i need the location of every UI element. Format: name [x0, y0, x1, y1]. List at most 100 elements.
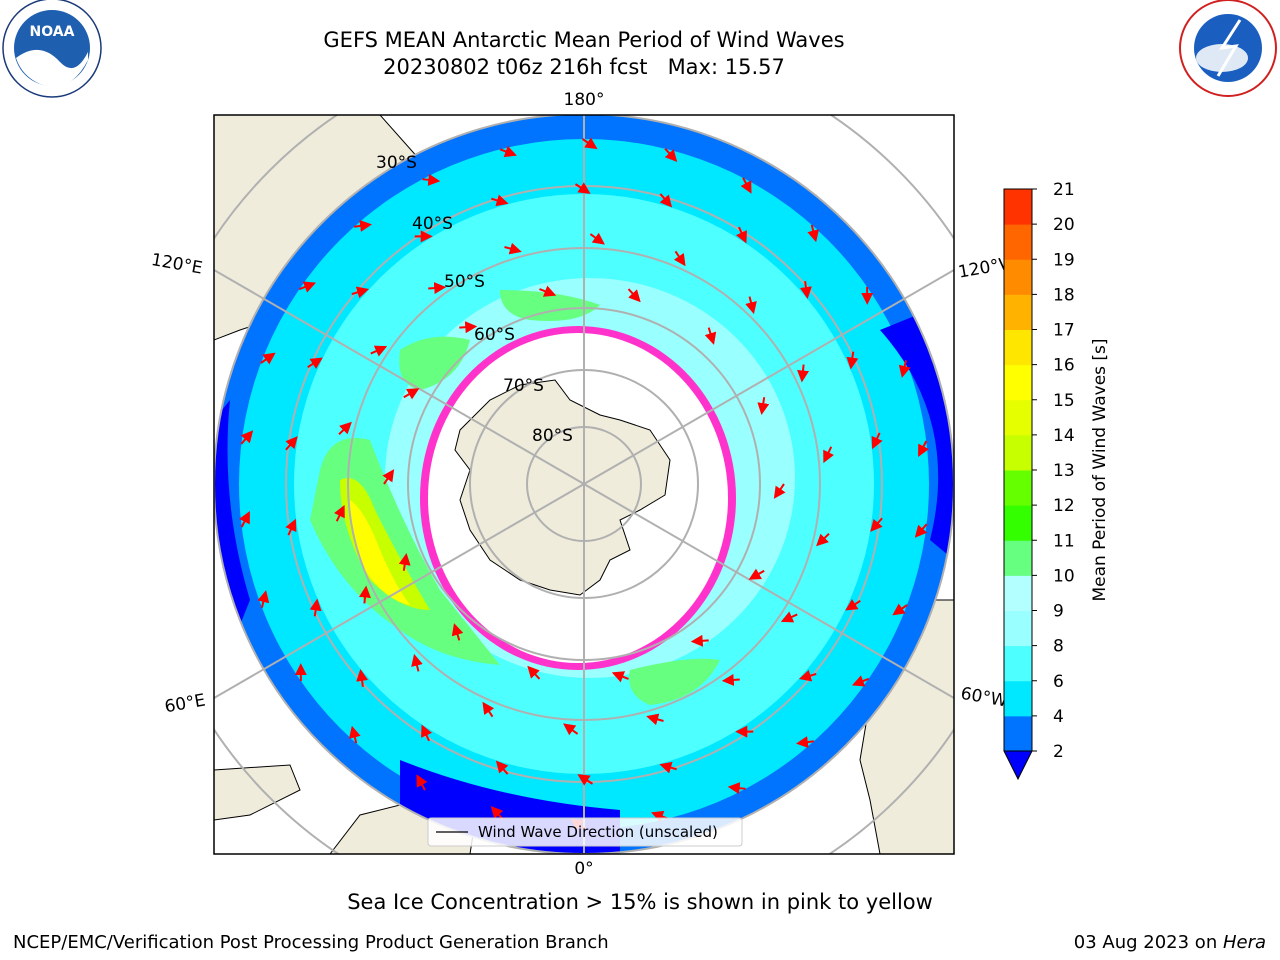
wind-wave-arrow	[795, 736, 814, 749]
wind-wave-arrow	[627, 288, 641, 303]
wind-wave-arrow	[748, 568, 765, 580]
wind-wave-arrow	[459, 321, 478, 334]
wind-wave-arrow	[539, 285, 557, 297]
colorbar-tick-label: 11	[1053, 531, 1075, 551]
wind-wave-arrow	[892, 603, 908, 616]
colorbar-segment	[1004, 399, 1032, 436]
colorbar-segment	[1004, 189, 1032, 225]
wind-wave-arrow	[495, 760, 509, 775]
lat-label-70s: 70°S	[503, 376, 544, 396]
wind-wave-arrow	[845, 599, 861, 611]
wind-wave-arrow	[257, 590, 270, 608]
colorbar-tick-label: 20	[1053, 215, 1075, 235]
wind-wave-arrow	[307, 357, 323, 369]
wind-wave-arrow	[309, 598, 322, 617]
colorbar-segment	[1004, 505, 1032, 541]
wind-wave-arrow	[780, 611, 798, 623]
colorbar-segment	[1004, 715, 1032, 752]
wind-wave-arrow	[382, 469, 395, 485]
wind-wave-arrow	[398, 552, 411, 571]
wind-wave-arrow	[846, 351, 859, 370]
colorbar-segment	[1004, 645, 1032, 682]
wind-wave-arrow	[918, 440, 929, 458]
wind-wave-arrow	[403, 388, 420, 400]
wind-wave-arrow	[740, 177, 752, 194]
wind-wave-arrow	[646, 713, 664, 726]
wind-wave-arrow	[799, 281, 812, 300]
lat-label-40s: 40°S	[412, 214, 453, 234]
wind-wave-arrow	[416, 774, 428, 791]
colorbar-segment	[1004, 610, 1032, 647]
sea-ice-note: Sea Ice Concentration > 15% is shown in …	[347, 890, 933, 914]
wind-wave-arrow	[451, 623, 464, 641]
footer-date: 03 Aug 2023 on	[1073, 932, 1223, 953]
wind-wave-arrow	[659, 761, 677, 774]
wind-wave-arrow	[333, 504, 345, 522]
wind-wave-arrow	[563, 723, 579, 736]
wind-wave-arrow	[727, 782, 746, 795]
wind-wave-arrow	[239, 510, 250, 528]
wind-wave-arrow	[411, 653, 423, 672]
wind-wave-arrow	[898, 360, 911, 378]
map-area: Wind Wave Direction (unscaled)	[214, 115, 954, 854]
lat-label-60s: 60°S	[474, 325, 515, 345]
colorbar-segment	[1004, 364, 1032, 401]
wind-wave-arrow	[659, 193, 673, 208]
lon-label-60w: 60°W	[959, 684, 1009, 712]
wind-wave-arrow	[482, 701, 495, 718]
colorbar-label: Mean Period of Wind Waves [s]	[1090, 338, 1110, 601]
lon-label-0: 0°	[574, 859, 593, 879]
wind-wave-arrow	[428, 282, 447, 295]
colorbar-segment	[1004, 470, 1032, 506]
wind-wave-arrow	[574, 182, 591, 194]
colorbar-tick-label: 6	[1053, 672, 1064, 692]
lat-label-50s: 50°S	[444, 272, 485, 292]
wind-wave-arrow	[370, 345, 388, 357]
wind-wave-arrow	[240, 430, 254, 445]
wind-wave-arrow	[798, 669, 817, 682]
lon-label-180: 180°	[564, 90, 605, 110]
wind-wave-arrow	[351, 286, 370, 299]
footer-right: 03 Aug 2023 on Hera	[1074, 932, 1266, 953]
wind-wave-arrow	[851, 675, 870, 687]
colorbar-tick-label: 2	[1053, 742, 1064, 762]
wind-wave-arrow	[816, 532, 830, 547]
wind-wave-arrow	[421, 724, 433, 742]
title-line-1: GEFS MEAN Antarctic Mean Period of Wind …	[323, 28, 845, 52]
colorbar-tick-label: 13	[1053, 461, 1075, 481]
wind-wave-arrow	[348, 725, 361, 744]
wind-wave-arrow	[356, 668, 369, 687]
colorbar-tick-label: 16	[1053, 356, 1075, 376]
legend-label: Wind Wave Direction (unscaled)	[478, 823, 718, 841]
noaa-logo-text: NOAA	[30, 24, 75, 40]
wind-wave-arrow	[664, 148, 678, 163]
wind-wave-arrow	[504, 242, 522, 255]
colorbar: 2 4 6 8 9 10 11 12 13 14 15 16 17 18 19 20 21	[1003, 180, 1075, 781]
colorbar-tick-label: 9	[1053, 602, 1064, 622]
lat-label-30s: 30°S	[376, 153, 417, 173]
colorbar-segment	[1004, 575, 1032, 611]
colorbar-tick-label: 15	[1053, 391, 1075, 411]
colorbar-tick-label: 19	[1053, 250, 1075, 270]
wind-wave-arrow	[577, 774, 594, 786]
wind-wave-arrow	[773, 483, 786, 499]
wind-wave-arrow	[422, 173, 441, 186]
wind-wave-arrow	[298, 281, 317, 293]
wind-wave-arrow	[870, 517, 883, 532]
title-line-2: 20230802 t06z 216h fcst Max: 15.57	[383, 55, 785, 79]
wind-wave-arrow	[757, 397, 770, 416]
noaa-logo: NOAA	[2, 0, 102, 98]
colorbar-segment	[1004, 540, 1032, 576]
wind-wave-arrow	[285, 518, 297, 536]
colorbar-tick-label: 18	[1053, 285, 1075, 305]
wind-wave-arrow	[823, 446, 835, 464]
colorbar-tick-label: 21	[1053, 180, 1075, 200]
lat-label-80s: 80°S	[532, 426, 573, 446]
wind-wave-arrow	[285, 436, 298, 451]
wind-wave-arrow	[582, 137, 598, 150]
arrow-legend: Wind Wave Direction (unscaled)	[427, 817, 743, 847]
wind-wave-arrow	[589, 232, 605, 245]
wind-wave-arrow	[745, 296, 757, 315]
wind-wave-arrow	[735, 226, 747, 244]
